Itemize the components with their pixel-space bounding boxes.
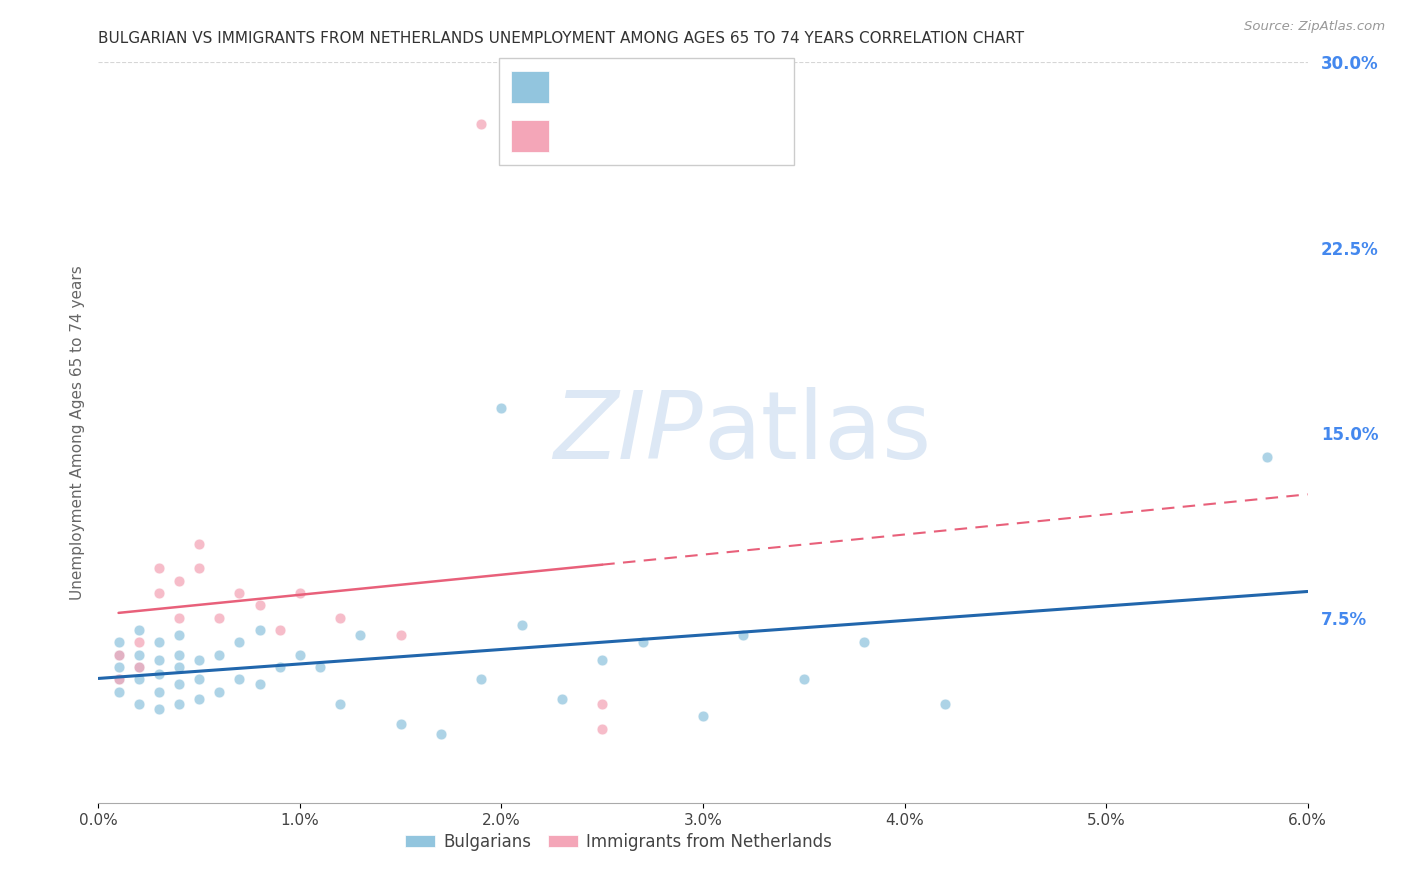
Point	[208, 610, 231, 624]
Point	[208, 685, 231, 699]
Point	[107, 673, 129, 687]
Point	[329, 610, 352, 624]
Point	[148, 667, 170, 681]
Point	[148, 635, 170, 649]
Point	[188, 653, 211, 667]
Point	[510, 618, 533, 632]
Point	[128, 697, 150, 711]
Point	[167, 574, 190, 588]
Point	[148, 702, 170, 716]
Point	[167, 697, 190, 711]
Point	[228, 673, 250, 687]
Point	[148, 586, 170, 600]
Point	[128, 635, 150, 649]
Point	[1256, 450, 1278, 465]
Point	[249, 677, 271, 691]
Text: BULGARIAN VS IMMIGRANTS FROM NETHERLANDS UNEMPLOYMENT AMONG AGES 65 TO 74 YEARS : BULGARIAN VS IMMIGRANTS FROM NETHERLANDS…	[98, 31, 1025, 46]
Text: R = 0.320: R = 0.320	[561, 128, 652, 145]
Point	[591, 722, 613, 736]
Point	[934, 697, 956, 711]
Point	[389, 628, 412, 642]
Point	[551, 692, 574, 706]
Point	[228, 586, 250, 600]
Bar	[510, 120, 550, 153]
Point	[128, 660, 150, 674]
Text: N = 48: N = 48	[700, 78, 762, 95]
Point	[470, 117, 492, 131]
Text: Source: ZipAtlas.com: Source: ZipAtlas.com	[1244, 20, 1385, 33]
Point	[389, 716, 412, 731]
Point	[188, 673, 211, 687]
Point	[631, 635, 654, 649]
Text: ZIP: ZIP	[554, 387, 703, 478]
Point	[249, 623, 271, 637]
Point	[148, 685, 170, 699]
Point	[188, 536, 211, 550]
Point	[228, 635, 250, 649]
Point	[107, 660, 129, 674]
Bar	[510, 70, 550, 103]
Point	[128, 648, 150, 662]
Point	[128, 673, 150, 687]
Point	[188, 692, 211, 706]
Text: R = 0.366: R = 0.366	[561, 78, 652, 95]
Point	[269, 623, 291, 637]
Point	[208, 648, 231, 662]
Point	[793, 673, 815, 687]
Point	[128, 660, 150, 674]
Point	[167, 628, 190, 642]
Point	[148, 561, 170, 575]
FancyBboxPatch shape	[499, 58, 794, 165]
Point	[470, 673, 492, 687]
Point	[167, 610, 190, 624]
Point	[167, 660, 190, 674]
Point	[148, 653, 170, 667]
Point	[288, 586, 311, 600]
Point	[107, 673, 129, 687]
Text: N = 20: N = 20	[700, 128, 762, 145]
Point	[167, 677, 190, 691]
Text: atlas: atlas	[703, 386, 931, 479]
Point	[188, 561, 211, 575]
Point	[853, 635, 876, 649]
Point	[591, 653, 613, 667]
Point	[128, 623, 150, 637]
Point	[430, 727, 453, 741]
Point	[692, 709, 714, 723]
Point	[591, 697, 613, 711]
Y-axis label: Unemployment Among Ages 65 to 74 years: Unemployment Among Ages 65 to 74 years	[69, 265, 84, 600]
Point	[288, 648, 311, 662]
Point	[107, 635, 129, 649]
Point	[309, 660, 332, 674]
Point	[167, 648, 190, 662]
Point	[269, 660, 291, 674]
Point	[249, 599, 271, 613]
Point	[107, 648, 129, 662]
Point	[491, 401, 513, 415]
Legend: Bulgarians, Immigrants from Netherlands: Bulgarians, Immigrants from Netherlands	[398, 826, 838, 857]
Point	[329, 697, 352, 711]
Point	[349, 628, 371, 642]
Point	[107, 685, 129, 699]
Point	[107, 648, 129, 662]
Point	[733, 628, 755, 642]
